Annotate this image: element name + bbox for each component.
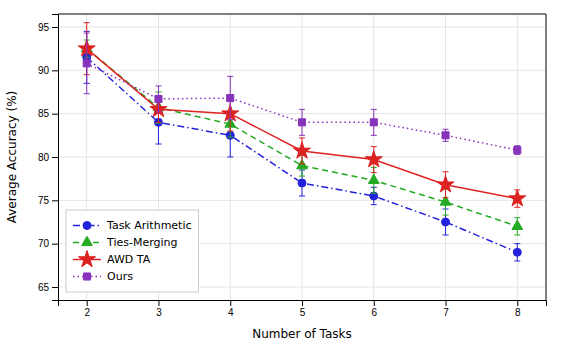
- y-axis: 65 70 75 80 85 90 95: [38, 15, 59, 301]
- tick-mark: [52, 244, 58, 245]
- error-bar: [227, 76, 233, 119]
- chart: 2 3 4 5 6 7 8 65 70 75 80 85 90 95 Task Arithmetic Ties…: [0, 0, 562, 346]
- point: [293, 142, 310, 158]
- tick-label: 2: [84, 307, 90, 318]
- legend-symbol: [83, 222, 91, 230]
- tick-label: 70: [38, 238, 50, 249]
- series: [78, 23, 526, 208]
- point: [437, 176, 454, 192]
- tick-label: 90: [38, 65, 50, 76]
- frame: [58, 14, 546, 15]
- series-line: [87, 49, 518, 227]
- tick-mark: [52, 200, 58, 201]
- legend-background: [66, 210, 199, 292]
- tick-label: 5: [300, 307, 306, 318]
- grid-line: [445, 14, 446, 300]
- frame: [546, 14, 547, 300]
- error-bar: [443, 129, 449, 141]
- tick-label: 65: [38, 282, 50, 293]
- x-tick: 3: [156, 300, 162, 318]
- legend: Task Arithmetic Ties-Merging AWD TA Ours: [66, 210, 199, 292]
- point: [442, 132, 449, 139]
- tick-label: 85: [38, 108, 50, 119]
- marks: [78, 23, 526, 261]
- point: [368, 174, 379, 183]
- legend-symbol: [78, 251, 95, 267]
- x-axis-title: Number of Tasks: [252, 327, 352, 341]
- tick-mark: [302, 300, 303, 306]
- series-line: [87, 57, 518, 252]
- point: [298, 179, 306, 187]
- y-tick: 70: [38, 238, 58, 249]
- y-tick: 90: [38, 65, 58, 76]
- y-tick: 85: [38, 108, 58, 119]
- series: [81, 40, 522, 235]
- legend-symbol: [82, 236, 93, 245]
- legend-label: AWD TA: [107, 253, 151, 266]
- point: [365, 151, 382, 167]
- legend-label: Ours: [107, 270, 133, 283]
- point: [509, 190, 526, 206]
- tick-mark: [517, 300, 518, 306]
- error-bar: [371, 109, 377, 135]
- tick-mark: [446, 300, 447, 306]
- y-tick: 65: [38, 282, 58, 293]
- tick-mark: [230, 300, 231, 306]
- grid: [58, 14, 546, 300]
- tick-label: 3: [156, 307, 162, 318]
- series-line: [87, 63, 518, 150]
- tick-mark: [52, 157, 58, 158]
- series-line: [87, 49, 518, 199]
- tick-mark: [374, 300, 375, 306]
- legend-symbol: [83, 273, 90, 280]
- tick-mark: [52, 114, 58, 115]
- error-bar: [514, 146, 520, 155]
- tick-label: 95: [38, 22, 50, 33]
- x-tick: 7: [443, 300, 449, 318]
- tick-mark: [52, 287, 58, 288]
- axis-line: [52, 15, 59, 301]
- tick-label: 7: [443, 307, 449, 318]
- point: [442, 218, 450, 226]
- axis-line: [59, 301, 547, 307]
- x-tick: 6: [371, 300, 377, 318]
- x-tick: 2: [84, 300, 90, 318]
- tick-mark: [87, 300, 88, 306]
- point: [370, 119, 377, 126]
- tick-label: 75: [38, 195, 50, 206]
- x-tick: 4: [228, 300, 234, 318]
- error-bar: [155, 86, 161, 112]
- point: [513, 248, 521, 256]
- plot: 2 3 4 5 6 7 8 65 70 75 80 85 90 95 Task Arithmetic Ties…: [38, 14, 547, 318]
- error-bar: [514, 244, 520, 261]
- error-bar: [84, 33, 90, 94]
- point: [298, 119, 305, 126]
- point: [227, 95, 234, 102]
- x-axis: 2 3 4 5 6 7 8: [59, 300, 547, 318]
- x-tick: 5: [300, 300, 306, 318]
- point: [155, 95, 162, 102]
- tick-mark: [52, 27, 58, 28]
- tick-label: 8: [515, 307, 521, 318]
- point: [83, 60, 90, 67]
- error-bar: [299, 109, 305, 135]
- y-tick: 75: [38, 195, 58, 206]
- tick-label: 80: [38, 152, 50, 163]
- tick-mark: [52, 70, 58, 71]
- point: [512, 220, 523, 229]
- y-tick: 80: [38, 152, 58, 163]
- tick-label: 4: [228, 307, 234, 318]
- x-tick: 8: [515, 300, 521, 318]
- legend-label: Task Arithmetic: [106, 219, 192, 232]
- series: [83, 31, 522, 261]
- tick-label: 6: [371, 307, 377, 318]
- point: [514, 147, 521, 154]
- y-tick: 95: [38, 22, 58, 33]
- legend-label: Ties-Merging: [106, 236, 178, 249]
- tick-mark: [158, 300, 159, 306]
- series: [83, 33, 521, 154]
- y-axis-title: Average Accuracy (%): [5, 91, 19, 223]
